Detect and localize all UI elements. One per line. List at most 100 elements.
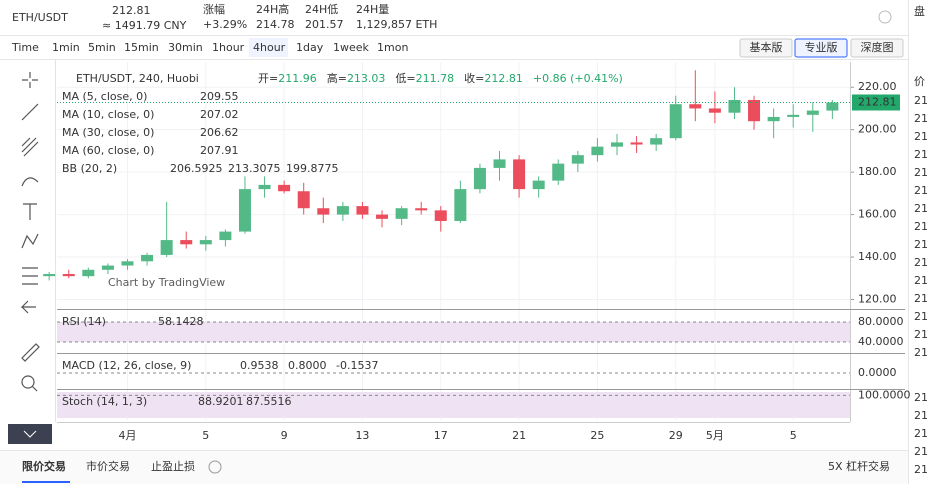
interval[interactable]: 1week — [333, 41, 370, 54]
ask-price: 21 — [914, 256, 928, 269]
info-icon[interactable] — [208, 460, 222, 474]
x-tick-label: 4月 — [118, 429, 136, 442]
chevron — [23, 430, 37, 438]
x-tick-label: 13 — [355, 429, 369, 442]
ask-price: 21 — [914, 274, 928, 287]
ask-price: 21 — [914, 166, 928, 179]
view-label[interactable]: 深度图 — [861, 40, 894, 54]
bid-price: 21 — [914, 445, 928, 458]
indicator-value: 199.8775 — [286, 162, 339, 175]
interval-active-bg[interactable] — [249, 38, 288, 57]
indicator-value: 206.62 — [200, 126, 239, 139]
stat-label: 24H低 — [305, 3, 338, 16]
ohlc-value: 211.78 — [416, 72, 455, 85]
measure-tool[interactable] — [22, 267, 38, 285]
candle-body — [571, 155, 584, 164]
y-tick-label: 140.00 — [858, 250, 897, 263]
candle-body — [552, 163, 565, 181]
candle-body — [669, 104, 682, 139]
y-tick-label: 220.00 — [858, 80, 897, 93]
x-tick-label: 29 — [669, 429, 683, 442]
candle-body — [826, 102, 839, 111]
view-button[interactable] — [850, 38, 904, 58]
view-button[interactable] — [794, 38, 848, 58]
interval[interactable]: 1mon — [377, 41, 408, 54]
candle-body — [336, 206, 349, 215]
ohlc: 开=211.96 — [258, 72, 317, 85]
bid-price: 21 — [914, 409, 928, 422]
ohlc-label: 收= — [464, 71, 484, 85]
side-col: 价 — [914, 75, 925, 88]
brush-tool[interactable] — [21, 177, 39, 187]
indicator-name: MA (60, close, 0) — [62, 144, 154, 157]
ohlc: 低=211.78 — [395, 72, 454, 85]
side-title: 盘 — [914, 4, 925, 18]
pane-value: 87.5516 — [246, 395, 292, 408]
zoom-tool[interactable] — [21, 375, 35, 389]
ask-price: 21 — [914, 238, 928, 251]
order-tab[interactable]: 限价交易 — [22, 459, 66, 473]
collapse-button[interactable] — [8, 424, 52, 444]
line-tool[interactable] — [21, 103, 39, 121]
candle-body — [767, 116, 780, 122]
candle-body — [630, 142, 643, 145]
indicator-name: MA (10, close, 0) — [62, 108, 154, 121]
ask-price: 21 — [914, 310, 928, 323]
watermark: Chart by TradingView — [108, 276, 225, 289]
pane-value: 0.8000 — [288, 359, 327, 372]
pane-value: 58.1428 — [158, 315, 204, 328]
zoom-tool[interactable] — [31, 385, 38, 392]
candle-body — [395, 208, 408, 219]
interval[interactable]: Time — [11, 41, 39, 54]
left-toolbar[interactable] — [20, 72, 40, 392]
ohlc-label: 开= — [258, 72, 278, 85]
candle-body — [591, 146, 604, 156]
indicator-value: 209.55 — [200, 90, 239, 103]
interval[interactable]: 1min — [52, 41, 80, 54]
order-tab[interactable]: 市价交易 — [86, 459, 130, 473]
interval[interactable]: 5min — [88, 41, 116, 54]
x-tick-label: 21 — [512, 429, 526, 442]
view-button[interactable] — [739, 38, 793, 58]
interval[interactable]: 4hour — [253, 41, 286, 54]
ask-price: 21 — [914, 184, 928, 197]
fib-tool[interactable] — [21, 137, 39, 157]
pattern-tool[interactable] — [21, 233, 39, 249]
view-label[interactable]: 专业版 — [805, 40, 838, 54]
y-tick-label: 200.00 — [858, 123, 897, 136]
ruler-tool[interactable] — [21, 343, 40, 362]
ask-price: 21 — [914, 292, 928, 305]
interval[interactable]: 15min — [124, 41, 159, 54]
indicator-name: BB (20, 2) — [62, 162, 117, 175]
indicator-value: 207.91 — [200, 144, 239, 157]
pane-band — [57, 322, 850, 342]
ask-price: 21 — [914, 112, 928, 125]
interval[interactable]: 1hour — [212, 41, 245, 54]
ohlc-label: 低= — [395, 72, 415, 85]
x-tick-label: 5 — [202, 429, 209, 442]
candle-body — [610, 142, 623, 147]
text-tool[interactable] — [23, 203, 37, 220]
cny: ≈ 1491.79 CNY — [102, 19, 187, 32]
ohlc-value: 211.96 — [278, 72, 317, 85]
candle-body — [62, 274, 75, 277]
stat-value: +3.29% — [203, 18, 247, 31]
candle-body — [82, 269, 95, 277]
bid-price: 21 — [914, 391, 928, 404]
interval[interactable]: 1day — [296, 41, 324, 54]
pane-title: MACD (12, 26, close, 9) — [62, 359, 191, 372]
pane-band — [57, 392, 850, 418]
crosshair-tool[interactable] — [22, 72, 38, 88]
hide-icon[interactable] — [878, 10, 892, 24]
interval[interactable]: 30min — [168, 41, 203, 54]
candle-body — [317, 208, 330, 215]
view-label[interactable]: 基本版 — [750, 40, 783, 54]
candle-body — [297, 191, 310, 209]
ask-price: 21 — [914, 148, 928, 161]
ohlc: +0.86 (+0.41%) — [533, 72, 623, 85]
x-tick-label: 5 — [790, 429, 797, 442]
order-tab[interactable]: 止盈止损 — [151, 459, 195, 473]
pane-value: 88.9201 — [198, 395, 244, 408]
margin-link[interactable]: 5X 杠杆交易 — [828, 459, 890, 473]
back-tool[interactable] — [20, 300, 36, 314]
